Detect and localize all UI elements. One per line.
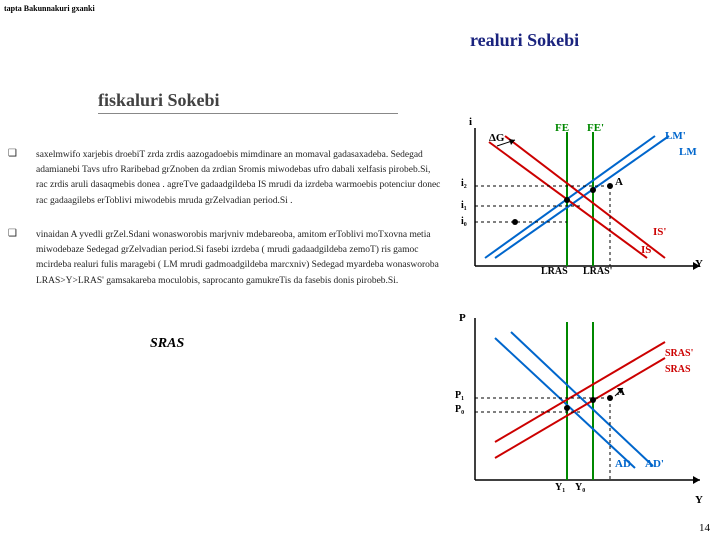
lbl-SRASprime: SRAS' xyxy=(665,348,693,359)
lbl-i0: i₀ xyxy=(461,216,467,227)
lbl-IS: IS xyxy=(641,244,651,256)
lbl-LRAS: LRAS xyxy=(541,266,568,277)
lbl-A2: A xyxy=(617,386,625,398)
sras-text: SRAS xyxy=(150,336,184,352)
header-small: tapta Bakunnakuri gxanki xyxy=(4,4,95,13)
title-left: fiskaluri Sokebi xyxy=(98,90,398,114)
lbl-LMprime: LM' xyxy=(665,130,686,142)
lbl-ISprime: IS' xyxy=(653,226,666,238)
lbl-LRASprime: LRAS' xyxy=(583,266,612,277)
lbl-LM: LM xyxy=(679,146,697,158)
bullet-2: ❑ xyxy=(8,228,17,239)
lbl-i1: i₁ xyxy=(461,200,467,211)
lbl-i2: i₂ xyxy=(461,178,467,189)
lbl-A1: A xyxy=(615,176,623,188)
page-number: 14 xyxy=(699,522,710,534)
bullet-1: ❑ xyxy=(8,148,17,159)
lbl-FEprime: FE' xyxy=(587,122,604,134)
lbl-deltaG: ΔG xyxy=(489,132,504,144)
lbl-Y1b: Y₁ xyxy=(555,482,565,493)
lbl-FE: FE xyxy=(555,122,569,134)
paragraph-2: vinaidan A yvedli grZel.Sdani wonasworob… xyxy=(36,228,441,289)
lbl-P1: P₁ xyxy=(455,390,464,401)
lbl-Ybottom: Y xyxy=(695,494,703,506)
paragraph-1: saxelmwifo xarjebis droebiT zrda zrdis a… xyxy=(36,148,441,209)
lbl-Y1: Y xyxy=(695,258,703,270)
adas-chart: P P₁ P₀ A SRAS' SRAS AD AD' Y₁ Y₀ Y xyxy=(455,308,715,508)
lbl-P: P xyxy=(459,312,466,324)
lbl-P0: P₀ xyxy=(455,404,464,415)
lbl-AD: AD xyxy=(615,458,631,470)
title-right: realuri Sokebi xyxy=(470,30,579,51)
lbl-i: i xyxy=(469,116,472,128)
islm-chart: i ΔG FE FE' LM' LM A IS' IS LRAS LRAS' Y… xyxy=(455,118,715,286)
lbl-Y0b: Y₀ xyxy=(575,482,585,493)
lbl-SRAS: SRAS xyxy=(665,364,691,375)
lbl-ADprime: AD' xyxy=(645,458,664,470)
